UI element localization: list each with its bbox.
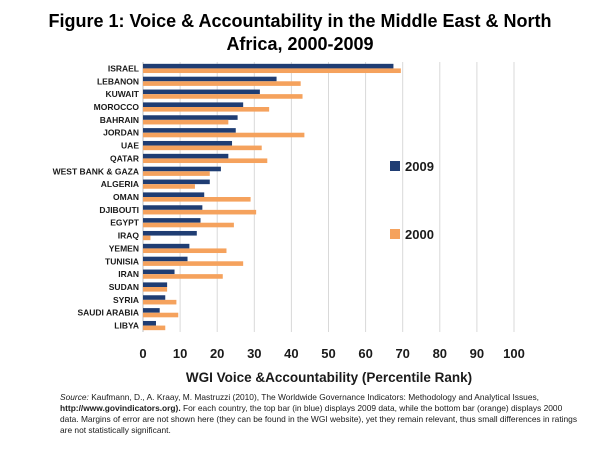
bar-2009-yemen: [143, 243, 190, 249]
category-label: MOROCCO: [94, 102, 140, 112]
footnote-note: For each country, the top bar (in blue) …: [60, 403, 578, 435]
category-label: ISRAEL: [108, 63, 139, 73]
bar-2009-iran: [143, 269, 175, 275]
bar-2000-sudan: [143, 287, 168, 292]
bar-2000-djibouti: [143, 209, 257, 215]
bar-2009-sudan: [143, 282, 168, 287]
category-label: SUDAN: [109, 282, 139, 292]
bar-2009-algeria: [143, 179, 210, 185]
bar-2000-israel: [143, 68, 401, 74]
x-tick-label-100: 100: [503, 346, 525, 361]
bar-2009-saudi-arabia: [143, 308, 160, 313]
bar-2000-libya: [143, 325, 166, 331]
category-label: WEST BANK & GAZA: [53, 166, 139, 176]
bar-2009-jordan: [143, 128, 236, 133]
bar-2009-iraq: [143, 230, 197, 236]
x-tick-label-80: 80: [433, 346, 447, 361]
bar-2000-kuwait: [143, 94, 303, 99]
bar-2000-bahrain: [143, 119, 229, 125]
category-label: LEBANON: [97, 76, 139, 86]
bar-2000-oman: [143, 197, 251, 202]
bar-2009-bahrain: [143, 115, 238, 120]
category-label: UAE: [121, 141, 139, 151]
category-label: KUWAIT: [105, 89, 139, 99]
x-tick-label-70: 70: [395, 346, 409, 361]
x-tick-label-60: 60: [358, 346, 372, 361]
bar-2009-djibouti: [143, 205, 203, 210]
bar-2000-yemen: [143, 248, 227, 254]
x-tick-label-40: 40: [284, 346, 298, 361]
bar-2000-syria: [143, 299, 177, 305]
chart-title-line2: Africa, 2000-2009: [226, 34, 374, 54]
bar-2000-qatar: [143, 158, 268, 164]
category-label: JORDAN: [103, 128, 139, 138]
bar-2000-lebanon: [143, 81, 301, 86]
x-tick-label-50: 50: [321, 346, 335, 361]
x-tick-label-10: 10: [173, 346, 187, 361]
category-label: ALGERIA: [101, 179, 139, 189]
bar-2000-iraq: [143, 235, 151, 241]
category-label: OMAN: [113, 192, 139, 202]
bar-2009-israel: [143, 63, 394, 69]
bar-2000-morocco: [143, 107, 270, 112]
bar-2000-tunisia: [143, 261, 244, 266]
bar-2000-west-bank-gaza: [143, 171, 210, 176]
x-tick-label-30: 30: [247, 346, 261, 361]
bar-2000-jordan: [143, 132, 305, 138]
footnote-citation: Kaufmann, D., A. Kraay, M. Mastruzzi (20…: [88, 392, 540, 402]
legend-label-2000: 2000: [405, 227, 434, 242]
category-label: YEMEN: [109, 243, 139, 253]
x-tick-label-20: 20: [210, 346, 224, 361]
category-label: DJIBOUTI: [99, 205, 139, 215]
legend-swatch-2000: [390, 229, 400, 239]
bar-2009-syria: [143, 295, 166, 300]
bar-2009-oman: [143, 192, 205, 197]
category-label: QATAR: [110, 153, 139, 163]
category-label: TUNISIA: [105, 256, 139, 266]
footnote-url[interactable]: http://www.govindicators.org).: [60, 403, 181, 413]
bar-2009-egypt: [143, 218, 201, 223]
category-labels: ISRAEL LEBANON KUWAIT MOROCCO BAHRAIN JORDAN U…: [53, 63, 140, 330]
bar-2009-lebanon: [143, 76, 277, 82]
category-label: BAHRAIN: [100, 115, 139, 125]
bar-2009-morocco: [143, 102, 244, 107]
legend-swatch-2009: [390, 161, 400, 171]
bar-2009-kuwait: [143, 89, 260, 95]
x-axis-title: WGI Voice &Accountability (Percentile Ra…: [186, 370, 472, 385]
bar-2000-algeria: [143, 184, 195, 189]
bar-2009-qatar: [143, 153, 229, 159]
bar-2009-west-bank-gaza: [143, 166, 221, 172]
category-label: SYRIA: [113, 295, 139, 305]
footnote-source-label: Source:: [60, 392, 89, 402]
x-tick-label-0: 0: [139, 346, 146, 361]
bars: [143, 63, 401, 331]
bar-2009-libya: [143, 320, 156, 326]
bar-2000-egypt: [143, 222, 234, 228]
x-tick-label-90: 90: [470, 346, 484, 361]
bar-2009-uae: [143, 140, 233, 146]
category-label: EGYPT: [110, 218, 140, 228]
category-label: SAUDI ARABIA: [77, 308, 139, 318]
footnote: Source: Kaufmann, D., A. Kraay, M. Mastr…: [60, 392, 580, 436]
legend: 2009 2000: [390, 159, 434, 242]
bar-2009-tunisia: [143, 256, 188, 262]
bar-2000-saudi-arabia: [143, 312, 179, 318]
chart-title-line1: Figure 1: Voice & Accountability in the …: [48, 11, 552, 31]
bar-2000-uae: [143, 145, 262, 151]
bar-2000-iran: [143, 274, 223, 279]
x-tick-labels: 0 10 20 30 40 50 60 70 80 90 100: [139, 346, 524, 361]
category-label: IRAQ: [118, 231, 140, 241]
legend-label-2009: 2009: [405, 159, 434, 174]
category-label: IRAN: [118, 269, 139, 279]
category-label: LIBYA: [114, 321, 139, 331]
